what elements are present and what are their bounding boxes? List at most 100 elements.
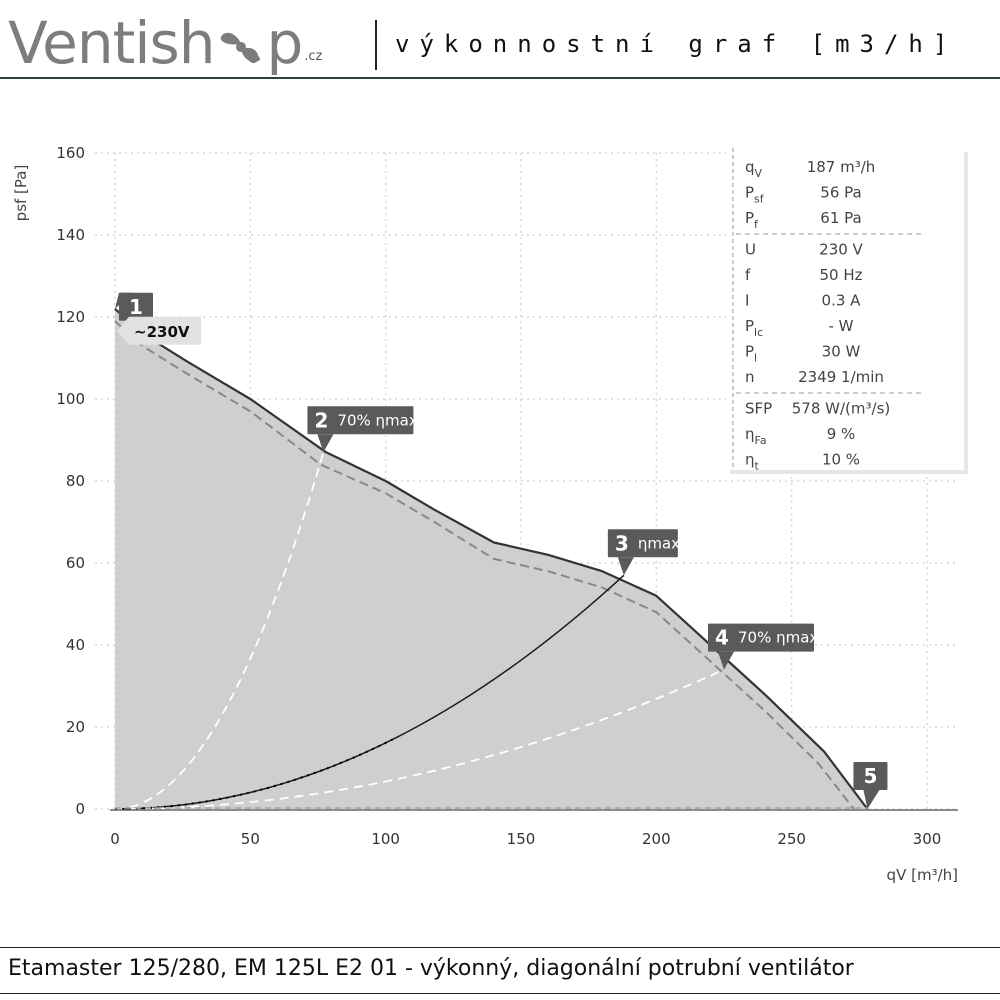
- axes: 0 50 100 150 200 250 300 0 20 40 60 80 100 120 140 160 q…: [12, 144, 958, 884]
- info-value: 2349 1/min: [798, 368, 884, 386]
- system-curve-dots: [114, 737, 396, 810]
- x-tick-label-150: 150: [507, 830, 536, 848]
- performance-area: [115, 308, 868, 809]
- logo-text-left: Ventish: [8, 9, 215, 77]
- info-symbol: I: [745, 292, 749, 310]
- marker-box-1: [119, 292, 153, 321]
- info-value: 578 W/(m³/s): [792, 400, 890, 418]
- info-row-9: SFP 578 W/(m³/s): [745, 400, 890, 418]
- info-row-6: Plc - W: [745, 317, 854, 339]
- marker-pointer-1: [115, 292, 133, 309]
- info-table-bg: [726, 148, 964, 470]
- marker-pointer-4: [718, 651, 734, 670]
- x-tick-label-50: 50: [241, 830, 260, 848]
- x-tick-label-100: 100: [371, 830, 400, 848]
- marker-5: 5: [853, 762, 888, 809]
- marker-box-4: [708, 623, 814, 652]
- info-value: 230 V: [819, 241, 863, 259]
- info-value: 9 %: [827, 425, 856, 443]
- info-value: 56 Pa: [820, 184, 861, 202]
- y-tick-label-120: 120: [56, 308, 85, 326]
- info-symbol: n: [745, 368, 755, 386]
- info-value: 61 Pa: [820, 209, 861, 227]
- system-curve-1: [114, 452, 325, 810]
- x-tick-label-250: 250: [777, 830, 806, 848]
- fan-icon: [221, 32, 261, 64]
- header: Ventish p .cz výkonnostní graf [m3/h]: [0, 0, 1000, 78]
- y-tick-label-160: 160: [56, 144, 85, 162]
- info-subscript: t: [755, 460, 760, 473]
- marker-1: 1: [115, 292, 153, 321]
- info-subscript: lc: [754, 326, 763, 339]
- y-tick-label-40: 40: [66, 636, 85, 654]
- marker-pointer-3: [617, 557, 634, 576]
- info-symbol: f: [745, 266, 751, 284]
- fan-curve-main: [114, 307, 869, 810]
- marker-box-3: [607, 529, 678, 558]
- marker-text-3: ηmax: [638, 534, 680, 552]
- voltage-label: ~230V: [117, 316, 201, 345]
- y-tick-label-60: 60: [66, 554, 85, 572]
- marker-pointer-5: [863, 790, 880, 809]
- marker-pointer-2: [317, 434, 334, 453]
- logo-text-right: p: [266, 9, 303, 77]
- x-tick-label-0: 0: [110, 830, 120, 848]
- y-tick-label-20: 20: [66, 718, 85, 736]
- y-tick-label-0: 0: [75, 800, 85, 818]
- info-symbol: U: [745, 241, 756, 259]
- footer-divider-bottom: [0, 993, 1000, 994]
- info-row-7: Pl 30 W: [745, 343, 861, 365]
- y-axis-label: psf [Pa]: [12, 165, 30, 222]
- info-row-8: n 2349 1/min: [745, 368, 884, 386]
- info-value: 50 Hz: [819, 266, 862, 284]
- logo-domain: .cz: [304, 49, 323, 64]
- header-divider: [0, 77, 1000, 79]
- marker-number-4: 4: [715, 626, 729, 650]
- x-axis-label: qV [m³/h]: [887, 866, 958, 884]
- info-row-3: U 230 V: [745, 241, 864, 259]
- marker-number-2: 2: [314, 408, 328, 432]
- footer-divider-top: [0, 947, 1000, 948]
- ventishop-logo[interactable]: Ventish p .cz: [8, 2, 322, 72]
- info-subscript: V: [755, 167, 763, 180]
- info-subscript: Fa: [755, 434, 767, 447]
- marker-4: 4 70% ηmax: [708, 623, 818, 670]
- markers: 1 2 70% ηmax 3 ηmax 4 70% ηmax 5 ~230V: [115, 292, 888, 809]
- page-title: výkonnostní graf [m3/h]: [395, 30, 958, 58]
- marker-2: 2 70% ηmax: [307, 406, 418, 453]
- marker-number-3: 3: [615, 531, 629, 555]
- info-subscript: sf: [754, 193, 765, 206]
- voltage-label-bg: [117, 316, 201, 345]
- system-curve-3: [114, 668, 725, 810]
- info-value: 187 m³/h: [807, 158, 876, 176]
- info-row-4: f 50 Hz: [745, 266, 863, 284]
- marker-box-2: [307, 406, 414, 435]
- marker-3: 3 ηmax: [607, 529, 680, 576]
- info-subscript: l: [754, 352, 757, 365]
- y-tick-label-140: 140: [56, 226, 85, 244]
- info-subscript: f: [754, 218, 759, 231]
- operating-area: [115, 308, 868, 809]
- marker-box-5: [853, 762, 888, 790]
- fan-curve-dashed: [114, 320, 855, 810]
- info-value: 30 W: [822, 343, 861, 361]
- curves: [114, 307, 869, 810]
- marker-number-5: 5: [863, 764, 877, 788]
- info-row-5: I 0.3 A: [745, 292, 861, 310]
- header-separator: [375, 20, 377, 70]
- y-tick-label-80: 80: [66, 472, 85, 490]
- product-name: Etamaster 125/280, EM 125L E2 01 - výkon…: [8, 956, 854, 981]
- marker-number-1: 1: [129, 295, 143, 319]
- info-value: - W: [828, 317, 853, 335]
- x-tick-label-200: 200: [642, 830, 671, 848]
- marker-text-4: 70% ηmax: [738, 629, 818, 647]
- marker-text-2: 70% ηmax: [337, 411, 417, 429]
- performance-chart: 0 50 100 150 200 250 300 0 20 40 60 80 100 120 140 160 q…: [12, 144, 968, 884]
- x-tick-label-300: 300: [913, 830, 942, 848]
- info-symbol: SFP: [745, 400, 772, 418]
- voltage-label-text: ~230V: [134, 323, 190, 341]
- info-value: 0.3 A: [822, 292, 862, 310]
- info-value: 10 %: [822, 451, 860, 469]
- y-tick-label-100: 100: [56, 390, 85, 408]
